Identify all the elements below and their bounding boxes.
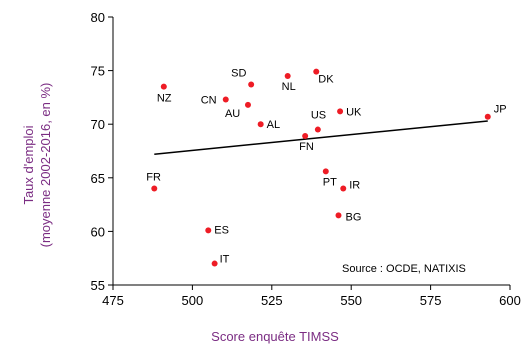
- y-tick-label: 55: [91, 278, 105, 293]
- point-labels: JP SD NL DK NZ CN AU UK AL US FN PT IR FR BG ES IT: [146, 68, 506, 266]
- point-label: ES: [214, 224, 229, 236]
- data-point: [302, 132, 309, 139]
- data-point: [151, 185, 158, 192]
- x-tick-label: 600: [499, 293, 521, 308]
- point-label: FN: [299, 141, 314, 153]
- data-point: [211, 260, 218, 267]
- point-label: PT: [323, 176, 337, 188]
- point-label: NZ: [157, 93, 172, 105]
- point-label: CN: [201, 95, 217, 107]
- y-axis-title-line-2: (moyenne 2002-2016, en %): [38, 83, 53, 248]
- data-point: [284, 72, 291, 79]
- y-tick-label: 70: [91, 117, 105, 132]
- y-tick-label: 65: [91, 171, 105, 186]
- y-tick-label: 80: [91, 10, 105, 25]
- data-point: [322, 168, 329, 175]
- x-axis: 475 500 525 550 575 600: [102, 284, 521, 308]
- source-note: Source : OCDE, NATIXIS: [342, 263, 466, 275]
- data-point: [257, 121, 264, 128]
- data-points: [151, 68, 491, 267]
- data-point: [222, 96, 229, 103]
- point-label: SD: [231, 68, 246, 80]
- data-point: [160, 83, 167, 90]
- trendline-group: [154, 120, 488, 155]
- point-label: NL: [282, 81, 296, 93]
- point-label: AU: [225, 108, 240, 120]
- y-axis: 55 60 65 70 75 80: [91, 10, 114, 293]
- x-tick-label: 475: [102, 293, 124, 308]
- data-point: [244, 101, 251, 108]
- y-axis-title-line-1: Taux d'emploi: [21, 125, 36, 204]
- data-point: [314, 126, 321, 133]
- x-tick-label: 525: [261, 293, 283, 308]
- data-point: [340, 185, 347, 192]
- point-label: JP: [494, 104, 507, 116]
- trendline: [154, 120, 488, 155]
- data-point: [335, 212, 342, 219]
- point-label: FR: [146, 172, 161, 184]
- point-label: AL: [267, 119, 280, 131]
- y-tick-label: 60: [91, 224, 105, 239]
- x-axis-title: Score enquête TIMSS: [211, 329, 339, 344]
- point-label: UK: [346, 106, 362, 118]
- x-tick-label: 575: [420, 293, 442, 308]
- data-point: [484, 113, 491, 120]
- data-point: [313, 68, 320, 75]
- y-tick-label: 75: [91, 64, 105, 79]
- data-point: [205, 227, 212, 234]
- point-label: BG: [345, 211, 361, 223]
- point-label: IR: [349, 180, 360, 192]
- y-axis-title: Taux d'emploi (moyenne 2002-2016, en %): [21, 83, 53, 248]
- point-label: IT: [220, 254, 230, 266]
- point-label: US: [311, 110, 326, 122]
- data-point: [337, 108, 344, 115]
- x-tick-label: 550: [340, 293, 362, 308]
- x-tick-label: 500: [182, 293, 204, 308]
- data-point: [248, 81, 255, 88]
- point-label: DK: [318, 74, 334, 86]
